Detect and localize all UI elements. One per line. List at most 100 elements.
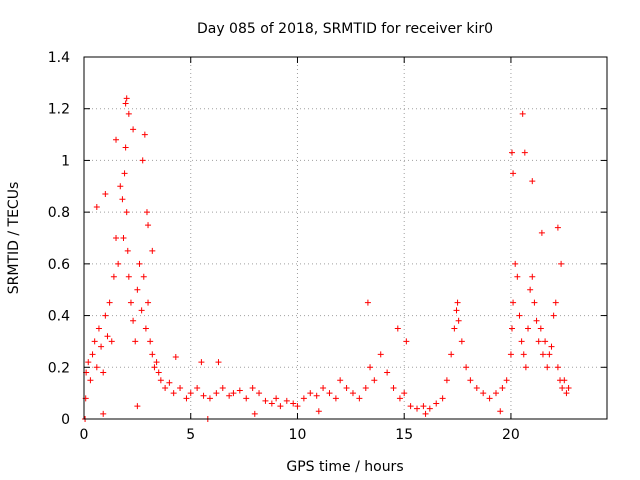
y-tick-label: 1.2 [48, 102, 70, 118]
data-point [142, 325, 149, 332]
data-point [486, 395, 493, 402]
data-point [136, 260, 143, 267]
data-point [453, 307, 460, 314]
data-point [527, 286, 534, 293]
data-point [140, 273, 147, 280]
data-point [206, 395, 213, 402]
data-point [219, 384, 226, 391]
data-point [531, 299, 538, 306]
data-point [262, 397, 269, 404]
data-point [134, 403, 141, 410]
data-point [407, 403, 414, 410]
data-point [104, 333, 111, 340]
data-point [226, 392, 233, 399]
data-point [467, 377, 474, 384]
data-point [565, 384, 572, 391]
data-point [122, 144, 129, 151]
data-point [187, 390, 194, 397]
data-point [313, 392, 320, 399]
data-point [507, 351, 514, 358]
data-point [503, 377, 510, 384]
data-point [497, 408, 504, 415]
data-point [113, 235, 120, 241]
data-point [519, 110, 526, 117]
data-point [455, 317, 462, 324]
data-point [145, 222, 152, 229]
data-point [110, 273, 117, 280]
data-point [122, 100, 129, 107]
data-point [149, 351, 156, 358]
y-tick-label: 0.2 [48, 360, 70, 376]
data-point [554, 224, 561, 231]
data-point [546, 351, 553, 358]
data-point [123, 95, 130, 102]
data-point [510, 299, 517, 306]
data-point [337, 377, 344, 384]
data-point [422, 410, 429, 417]
data-point [371, 377, 378, 384]
data-point [143, 209, 150, 216]
y-axis-tick-labels: 0 0.2 0.4 0.6 0.8 1 1.2 1.4 [48, 50, 70, 428]
data-point [448, 351, 455, 358]
data-point [243, 395, 250, 402]
y-tick-label: 0 [61, 412, 70, 428]
y-tick-label: 1.4 [48, 50, 70, 66]
data-point [102, 191, 109, 198]
data-point [134, 286, 141, 293]
data-point [538, 229, 545, 236]
data-point [93, 364, 100, 371]
data-point [426, 405, 433, 412]
data-point [362, 384, 369, 391]
data-point [138, 307, 145, 314]
data-point [85, 359, 92, 366]
data-point [401, 390, 408, 397]
data-point [509, 325, 516, 332]
data-point [394, 325, 401, 332]
data-point [153, 359, 160, 366]
data-point [147, 338, 154, 345]
data-point [390, 384, 397, 391]
data-point [492, 390, 499, 397]
data-point [326, 390, 333, 397]
data-point [132, 338, 139, 345]
x-tick-label: 15 [395, 427, 413, 443]
data-point [194, 384, 201, 391]
data-point [98, 343, 105, 350]
data-point [283, 397, 290, 404]
data-point [356, 395, 363, 402]
data-point [100, 410, 107, 417]
data-point [451, 325, 458, 332]
x-tick-label: 20 [502, 427, 520, 443]
data-point [510, 170, 517, 177]
data-point [200, 392, 207, 399]
axis-ticks [83, 56, 607, 420]
data-point [177, 384, 184, 391]
data-point [141, 131, 148, 138]
data-point [290, 400, 297, 407]
data-point [108, 338, 115, 345]
data-point [559, 384, 566, 391]
data-point [533, 317, 540, 324]
data-point [537, 325, 544, 332]
x-tick-label: 10 [289, 427, 307, 443]
data-point [120, 235, 127, 241]
y-tick-label: 0.4 [48, 309, 70, 325]
x-axis-title: GPS time / hours [286, 459, 403, 475]
data-point [414, 405, 421, 412]
chart-title: Day 085 of 2018, SRMTID for receiver kir… [197, 21, 493, 37]
data-points [82, 95, 572, 422]
data-point [251, 410, 258, 417]
data-point [113, 136, 120, 143]
data-point [307, 390, 314, 397]
x-axis-tick-labels: 0 5 10 15 20 [80, 427, 520, 443]
data-point [384, 369, 391, 376]
data-point [558, 260, 565, 267]
data-point [367, 364, 374, 371]
data-point [520, 351, 527, 358]
data-point [320, 384, 327, 391]
data-point [91, 338, 98, 345]
data-point [512, 260, 519, 267]
data-point [518, 338, 525, 345]
data-point [268, 400, 275, 407]
